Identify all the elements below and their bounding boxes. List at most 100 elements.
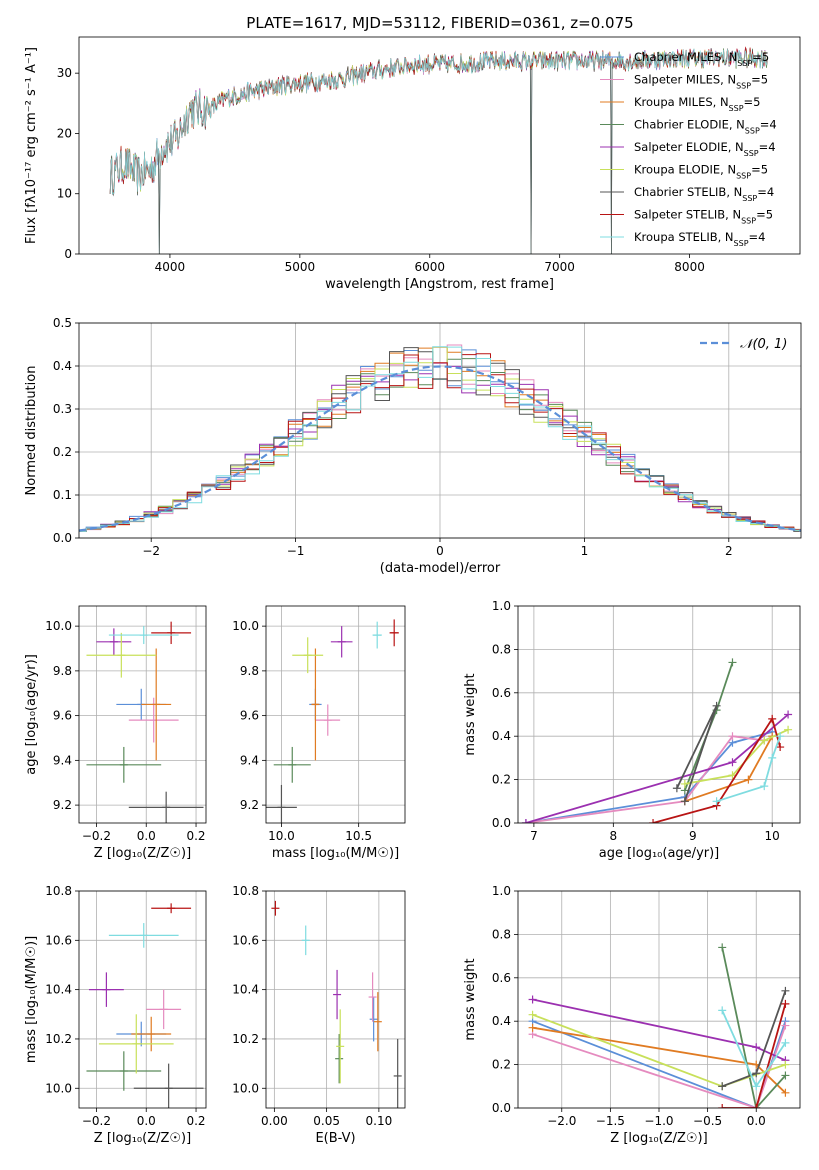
- residual-histogram: [79, 347, 801, 532]
- weight-marker: [718, 943, 727, 952]
- axes-frame: [517, 605, 801, 824]
- x-tick-label: 6000: [414, 260, 445, 274]
- weight-marker: [718, 1082, 727, 1091]
- y-tick-label: 9.2: [53, 798, 72, 812]
- legend-entry-text: Salpeter STELIB, N: [634, 208, 741, 222]
- x-tick-label: 0.0: [747, 1114, 766, 1128]
- legend-entry-value: =4: [760, 118, 777, 132]
- y-axis-label: mass weight: [463, 958, 478, 1040]
- y-tick-label: 1.0: [492, 599, 511, 613]
- weight-marker: [712, 701, 721, 710]
- x-tick-label: −1: [287, 544, 305, 558]
- x-tick-label: 10: [765, 829, 780, 843]
- weight-marker: [718, 1104, 727, 1108]
- y-tick-label: 10.0: [232, 1081, 259, 1095]
- legend-entry-text: Salpeter ELODIE, N: [634, 140, 744, 154]
- weight-marker: [781, 986, 790, 995]
- x-tick-label: 8: [610, 829, 618, 843]
- x-tick-label: 0.0: [137, 829, 156, 843]
- y-tick-label: 10.2: [45, 1032, 72, 1046]
- weight-marker: [781, 1021, 790, 1030]
- x-tick-label: −2: [142, 544, 160, 558]
- y-tick-label: 30: [57, 66, 72, 80]
- y-tick-label: 0: [64, 247, 72, 261]
- legend-entry-subscript: SSP: [745, 126, 760, 135]
- axes-frame: [78, 890, 207, 1109]
- x-axis-label: wavelength [Angstrom, rest frame]: [325, 277, 554, 292]
- weight-marker: [752, 1069, 761, 1078]
- x-tick-label: 0.2: [186, 829, 205, 843]
- y-tick-label: 0.8: [492, 927, 511, 941]
- weight-marker: [781, 1060, 790, 1069]
- legend-entry-subscript: SSP: [741, 216, 756, 225]
- y-tick-label: 0.4: [53, 359, 72, 373]
- legend-entry: Chabrier ELODIE, NSSP=4: [634, 118, 777, 136]
- weight-marker: [680, 779, 689, 788]
- y-tick-label: 10.8: [45, 884, 72, 898]
- legend-entry: Salpeter ELODIE, NSSP=4: [634, 140, 776, 158]
- x-axis-label: Z [log₁₀(Z/Z☉)]: [610, 1131, 707, 1146]
- weight-marker: [781, 1038, 790, 1047]
- weight-marker: [784, 710, 793, 719]
- legend-entry-value: =5: [756, 208, 773, 222]
- y-tick-label: 9.4: [240, 753, 259, 767]
- legend-entry-value: =5: [752, 50, 769, 64]
- plot-area: [79, 344, 801, 532]
- weight-marker: [672, 784, 681, 793]
- x-axis-label: mass [log₁₀(M/M☉)]: [272, 846, 399, 861]
- legend-entry: Kroupa STELIB, NSSP=4: [634, 230, 765, 248]
- y-tick-label: 10.4: [45, 983, 72, 997]
- weight-marker: [528, 995, 537, 1004]
- x-tick-label: 10.5: [345, 829, 372, 843]
- x-tick-label: 1: [581, 544, 589, 558]
- plot-area: [521, 658, 793, 823]
- x-tick-label: 10.0: [268, 829, 295, 843]
- figure-title: PLATE=1617, MJD=53112, FIBERID=0361, z=0…: [246, 14, 633, 32]
- y-tick-label: 0.3: [53, 402, 72, 416]
- residual-histogram: [79, 353, 801, 532]
- x-tick-label: 0: [436, 544, 444, 558]
- weight-marker: [528, 1023, 537, 1032]
- residual-histogram: [79, 346, 801, 532]
- y-axis-label: mass weight: [463, 673, 478, 755]
- weight-marker: [752, 1104, 761, 1108]
- legend-entry-subscript: SSP: [742, 194, 757, 203]
- legend-entry-text: Chabrier ELODIE, N: [634, 118, 745, 132]
- legend-entry: Kroupa ELODIE, NSSP=5: [634, 163, 768, 181]
- y-tick-label: 0.0: [492, 816, 511, 830]
- weight-marker: [728, 732, 737, 741]
- y-tick-label: 0.8: [492, 642, 511, 656]
- legend-entry-text: Kroupa MILES, N: [634, 95, 729, 109]
- y-tick-label: 10.0: [232, 619, 259, 633]
- mass-weight-vs-metallicity-panel: −2.0 −1.5 −1.0 −0.5 0.0 0.0 0.2 0.4 0.6 0.8 1.0 Z […: [463, 884, 801, 1146]
- weight-series-line: [716, 735, 781, 803]
- weight-marker: [528, 1010, 537, 1019]
- weight-marker: [680, 797, 689, 806]
- legend-entry: Chabrier MILES, NSSP=5: [634, 50, 769, 68]
- weight-marker: [781, 1071, 790, 1080]
- plot-area: [266, 619, 399, 823]
- legend-entry-subscript: SSP: [744, 149, 759, 158]
- weight-marker: [768, 714, 777, 723]
- y-tick-label: 10.2: [232, 1032, 259, 1046]
- plot-area: [109, 46, 768, 254]
- axes-frame: [265, 890, 406, 1109]
- x-tick-label: 0.10: [366, 1114, 393, 1128]
- legend-entry-value: =5: [751, 163, 768, 177]
- y-tick-label: 0.1: [53, 488, 72, 502]
- plot-area: [528, 943, 790, 1108]
- x-axis-label: E(B-V): [315, 1131, 355, 1146]
- y-tick-label: 0.0: [492, 1101, 511, 1115]
- y-tick-label: 0.0: [53, 531, 72, 545]
- y-tick-label: 20: [57, 126, 72, 140]
- y-tick-label: 9.6: [240, 709, 259, 723]
- x-axis-label: (data-model)/error: [380, 561, 501, 576]
- plot-area: [271, 900, 402, 1108]
- y-tick-label: 0.5: [53, 316, 72, 330]
- weight-marker: [781, 1088, 790, 1097]
- legend-entry-text: Salpeter MILES, N: [634, 73, 736, 87]
- age-vs-mass-panel: 10.0 10.5 9.2 9.4 9.6 9.8 10.0 mass [log₁₀(M/M☉…: [232, 605, 406, 861]
- y-tick-label: 10.0: [45, 619, 72, 633]
- weight-marker: [776, 743, 785, 752]
- x-tick-label: 7: [530, 829, 538, 843]
